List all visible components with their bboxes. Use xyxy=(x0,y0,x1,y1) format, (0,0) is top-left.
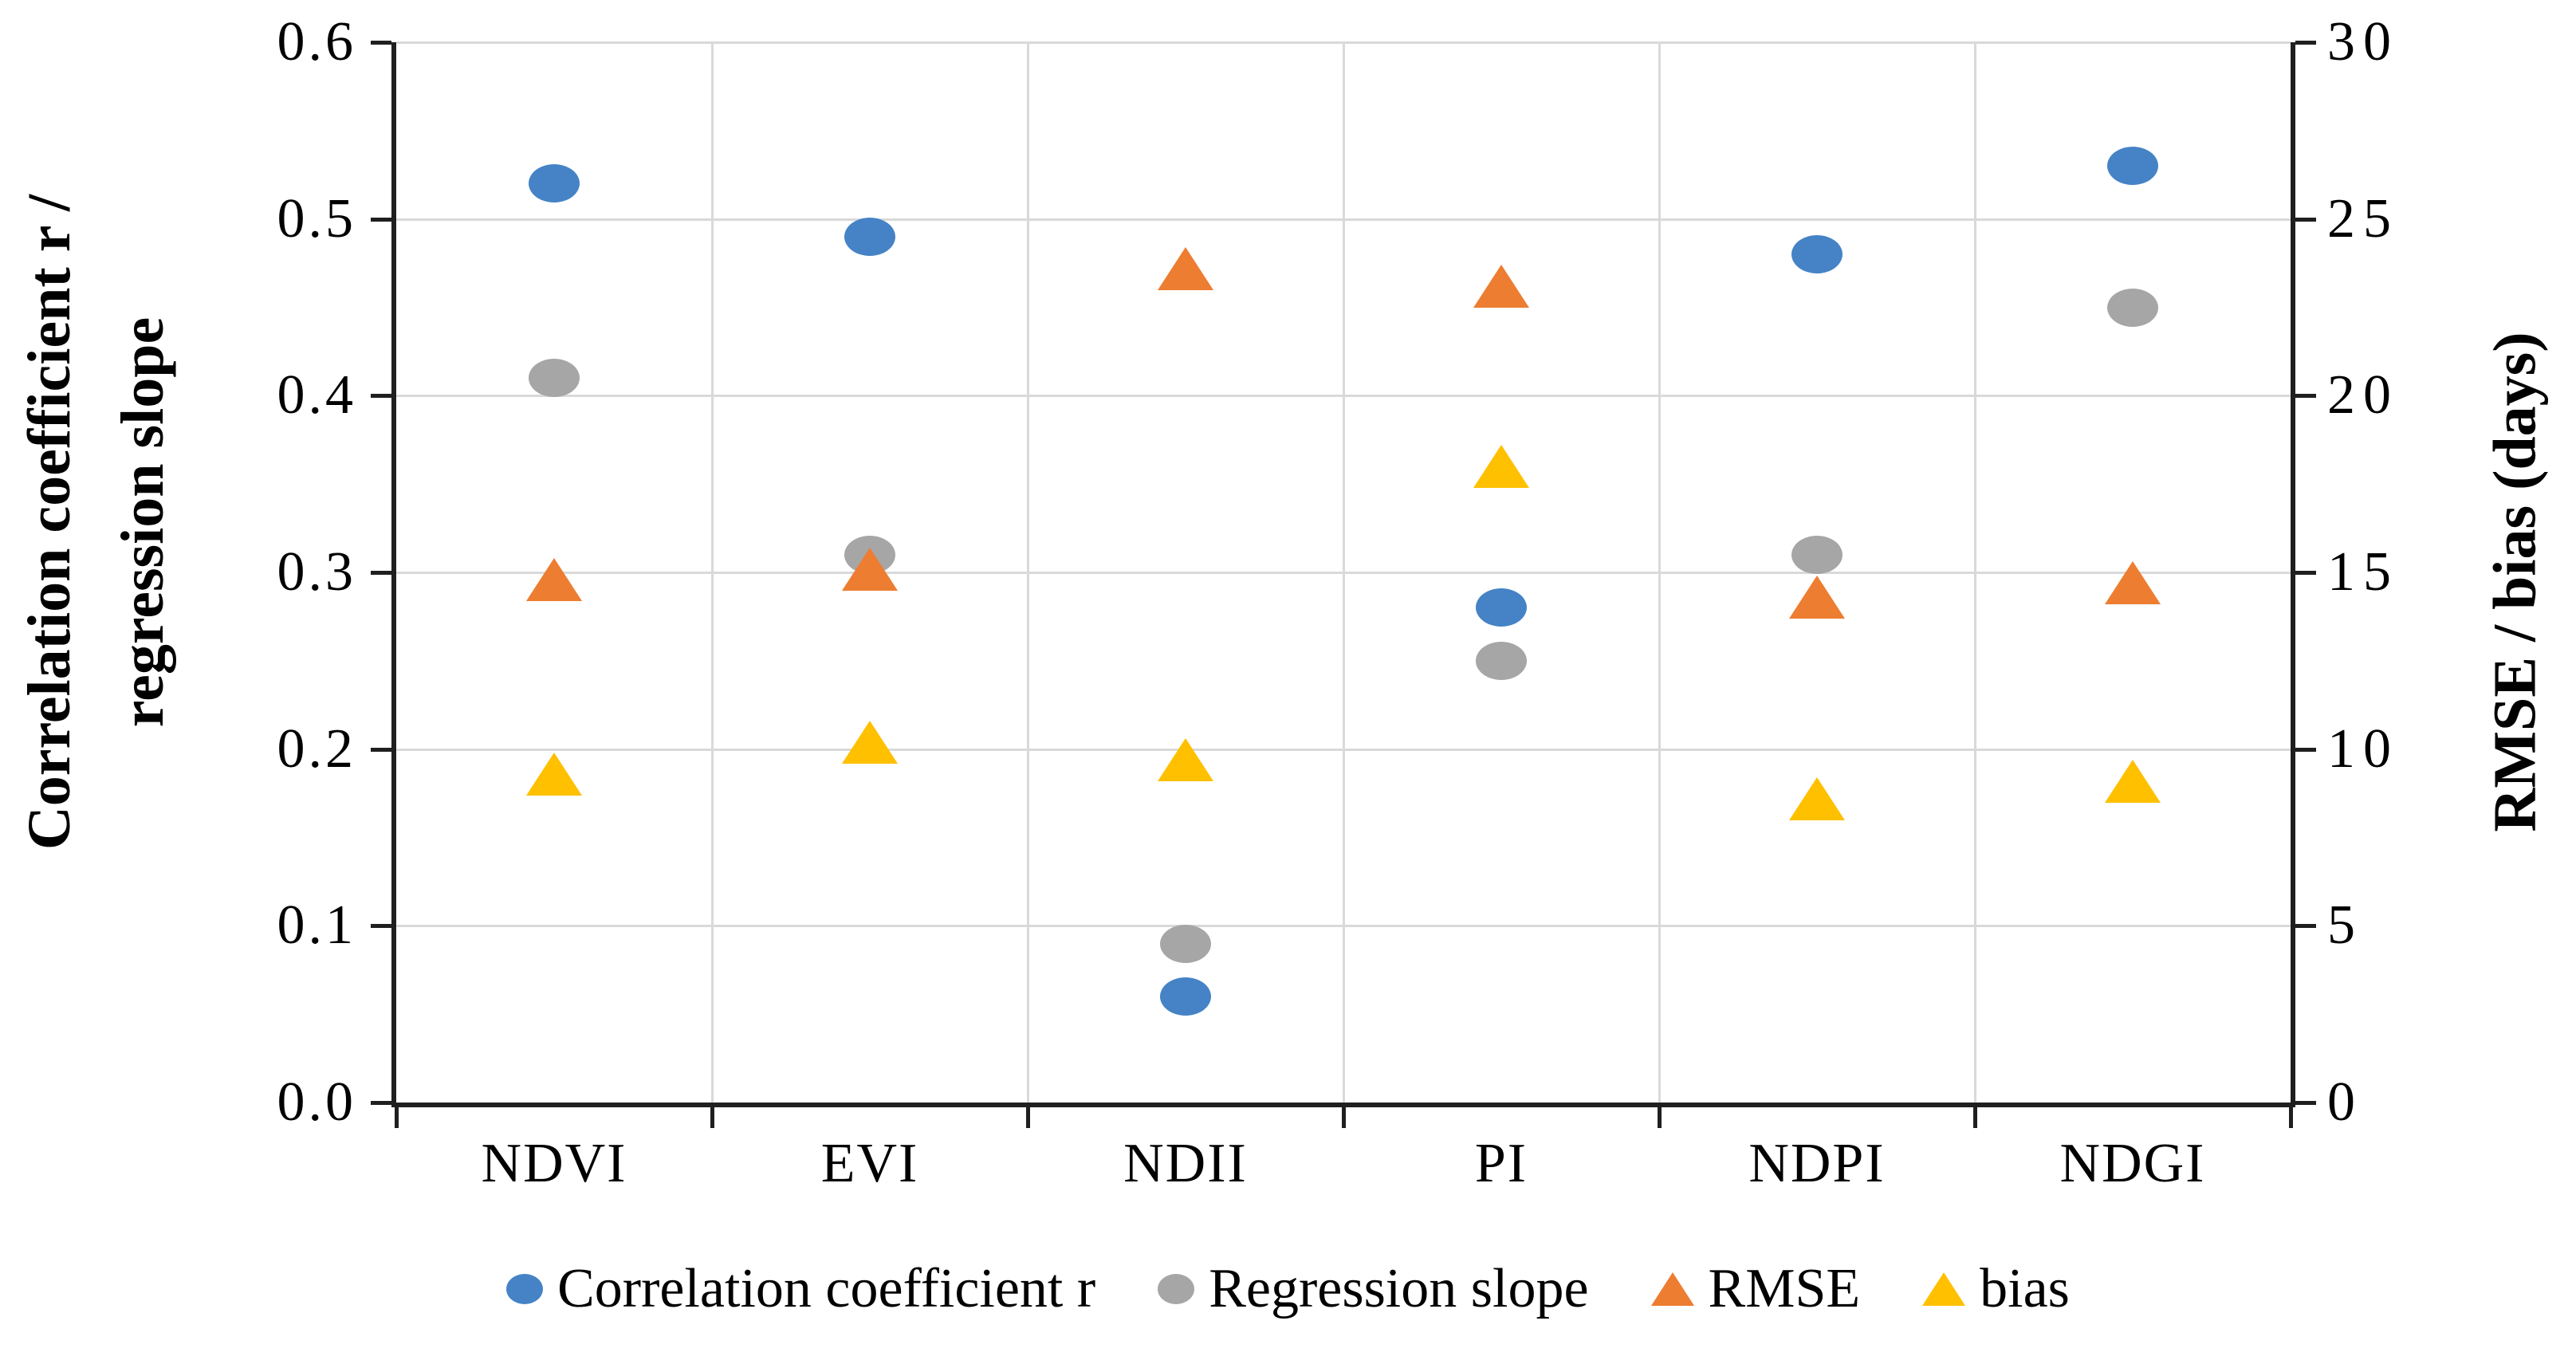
left-axis-tick-label: 0.5 xyxy=(277,187,356,250)
legend-item-rmse: RMSE xyxy=(1650,1249,1861,1329)
bottom-axis-line xyxy=(391,1103,2295,1107)
x-axis-tick-label-ndvi: NDVI xyxy=(481,1133,627,1194)
legend-item-regression-slope: Regression slope xyxy=(1158,1249,1589,1329)
marker-correlation-coefficient-r-ndvi xyxy=(529,164,580,203)
left-axis-tick xyxy=(371,1101,391,1105)
right-axis-tick-label: 15 xyxy=(2327,541,2399,603)
marker-regression-slope-ndpi xyxy=(1791,535,1843,574)
left-axis-tick-label: 0.3 xyxy=(277,541,356,603)
vertical-gridline xyxy=(1658,42,1661,1103)
right-axis-tick xyxy=(2295,924,2316,929)
marker-regression-slope-ndii xyxy=(1160,924,1211,963)
marker-bias-evi xyxy=(842,720,898,764)
marker-correlation-coefficient-r-ndii xyxy=(1160,977,1211,1016)
marker-bias-ndpi xyxy=(1789,776,1845,820)
legend-item-bias: bias xyxy=(1922,1249,2070,1329)
marker-correlation-coefficient-r-evi xyxy=(844,217,895,256)
vertical-gridline xyxy=(1027,42,1029,1103)
right-axis-tick-label: 5 xyxy=(2327,894,2363,957)
bottom-axis-tick xyxy=(2289,1107,2293,1128)
right-axis-tick xyxy=(2295,747,2316,752)
legend-label-correlation-coefficient-r: Correlation coefficient r xyxy=(557,1258,1096,1319)
bottom-axis-tick xyxy=(710,1107,714,1128)
marker-rmse-ndvi xyxy=(526,557,582,601)
left-axis-tick xyxy=(371,571,391,575)
marker-rmse-ndii xyxy=(1158,246,1213,290)
x-axis-tick-label-pi: PI xyxy=(1474,1133,1528,1194)
marker-rmse-evi xyxy=(842,547,898,591)
legend-label-rmse: RMSE xyxy=(1708,1258,1861,1319)
right-axis-title: RMSE / bias (days) xyxy=(2481,332,2549,832)
chart-legend: Correlation coefficient r Regression slop… xyxy=(0,1245,2576,1333)
right-axis-tick-label: 10 xyxy=(2327,717,2399,780)
marker-regression-slope-pi xyxy=(1476,641,1527,680)
bottom-axis-tick xyxy=(395,1107,399,1128)
legend-bias-triangle-icon xyxy=(1922,1272,1966,1306)
marker-rmse-ndgi xyxy=(2105,561,2161,605)
vertical-gridline xyxy=(1974,42,1976,1103)
right-axis-tick-label: 20 xyxy=(2327,364,2399,426)
marker-bias-ndii xyxy=(1158,737,1213,781)
right-axis-tick-label: 25 xyxy=(2327,187,2399,250)
x-axis-tick-label-ndpi: NDPI xyxy=(1748,1133,1886,1194)
right-axis-tick xyxy=(2295,1101,2316,1105)
left-axis-tick-label: 0.6 xyxy=(277,11,356,73)
right-axis-tick-label: 30 xyxy=(2327,11,2399,73)
marker-regression-slope-ndgi xyxy=(2107,288,2158,327)
legend-label-bias: bias xyxy=(1980,1258,2070,1319)
x-axis-tick-label-evi: EVI xyxy=(820,1133,919,1194)
left-axis-tick-label: 0.2 xyxy=(277,717,356,780)
vertical-gridline xyxy=(711,42,714,1103)
left-axis-tick-label: 0.4 xyxy=(277,364,356,426)
vertical-gridline xyxy=(1343,42,1345,1103)
left-axis-tick xyxy=(371,924,391,929)
legend-label-regression-slope: Regression slope xyxy=(1209,1258,1589,1319)
bottom-axis-tick xyxy=(1973,1107,1977,1128)
legend-correlation-coefficient-r-circle-icon xyxy=(506,1274,544,1304)
marker-correlation-coefficient-r-pi xyxy=(1476,588,1527,627)
marker-bias-pi xyxy=(1473,445,1529,488)
left-axis-title: Correlation coefficient r / regression s… xyxy=(16,194,176,851)
marker-bias-ndvi xyxy=(526,752,582,796)
left-axis-tick xyxy=(371,217,391,222)
legend-item-correlation-coefficient-r: Correlation coefficient r xyxy=(506,1249,1095,1329)
marker-rmse-ndpi xyxy=(1789,576,1845,619)
left-axis-tick-label: 0.0 xyxy=(277,1071,356,1133)
bottom-axis-tick xyxy=(1026,1107,1030,1128)
marker-regression-slope-ndvi xyxy=(529,359,580,398)
bottom-axis-tick xyxy=(1658,1107,1662,1128)
legend-rmse-triangle-icon xyxy=(1650,1272,1694,1306)
right-axis-tick xyxy=(2295,41,2316,45)
left-axis-tick xyxy=(371,394,391,399)
right-axis-tick xyxy=(2295,571,2316,575)
left-axis-tick xyxy=(371,747,391,752)
marker-correlation-coefficient-r-ndgi xyxy=(2107,147,2158,186)
left-axis-line xyxy=(391,42,396,1107)
right-axis-tick-label: 0 xyxy=(2327,1071,2363,1133)
left-axis-tick-label: 0.1 xyxy=(277,894,356,957)
marker-rmse-pi xyxy=(1473,264,1529,308)
right-axis-tick xyxy=(2295,394,2316,399)
left-axis-tick xyxy=(371,41,391,45)
marker-bias-ndgi xyxy=(2105,759,2161,803)
x-axis-tick-label-ndii: NDII xyxy=(1123,1133,1248,1194)
right-axis-tick xyxy=(2295,217,2316,222)
bottom-axis-tick xyxy=(1342,1107,1346,1128)
marker-correlation-coefficient-r-ndpi xyxy=(1791,235,1843,273)
right-axis-line xyxy=(2291,42,2295,1107)
legend-regression-slope-circle-icon xyxy=(1158,1274,1195,1304)
x-axis-tick-label-ndgi: NDGI xyxy=(2059,1133,2206,1194)
